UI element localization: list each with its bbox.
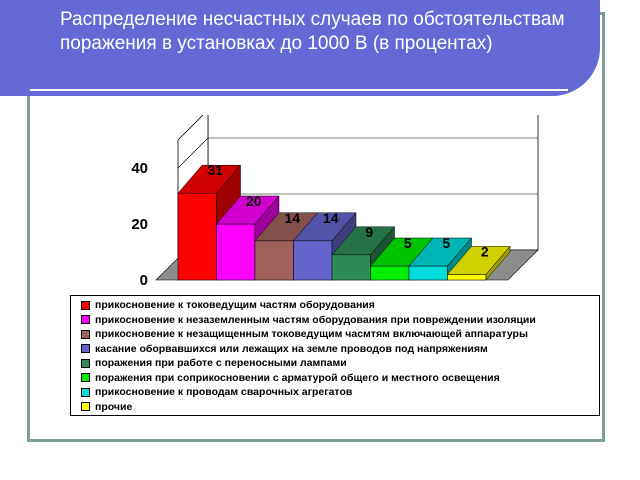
slide-title: Распределение несчастных случаев по обст… bbox=[60, 9, 565, 54]
data-label: 14 bbox=[323, 210, 339, 226]
chart-legend: прикосновение к токоведущим частям обору… bbox=[70, 295, 600, 416]
title-banner: Распределение несчастных случаев по обст… bbox=[0, 0, 600, 96]
legend-swatch bbox=[81, 300, 90, 310]
legend-label: прикосновение к проводам сварочных агрег… bbox=[95, 386, 353, 399]
title-underline bbox=[30, 89, 568, 91]
legend-item: прикосновение к токоведущим частям обору… bbox=[81, 298, 599, 313]
legend-swatch bbox=[81, 373, 90, 383]
bar-side bbox=[485, 245, 511, 281]
bar-front bbox=[447, 274, 487, 281]
legend-swatch bbox=[81, 315, 90, 325]
bar-front bbox=[177, 192, 217, 281]
bar-front bbox=[254, 240, 294, 281]
legend-label: поражения при соприкосновении с арматуро… bbox=[95, 371, 500, 384]
bar-front bbox=[293, 240, 333, 281]
chart-area: 0 20 40 31 20 14 14 9 5 5 2 bbox=[55, 115, 600, 295]
data-label: 9 bbox=[365, 224, 373, 240]
bar-chart: 0 20 40 31 20 14 14 9 5 5 2 bbox=[131, 115, 539, 289]
bar-front bbox=[370, 265, 410, 281]
y-tick-label: 40 bbox=[131, 160, 148, 177]
legend-label: прикосновение к токоведущим частям обору… bbox=[95, 299, 375, 312]
bar-front bbox=[408, 265, 448, 281]
legend-swatch bbox=[81, 358, 90, 368]
legend-item: прикосновение к проводам сварочных агрег… bbox=[81, 385, 599, 400]
legend-item: поражения при соприкосновении с арматуро… bbox=[81, 371, 599, 386]
legend-label: прикосновение к незащищенным токоведущим… bbox=[95, 328, 528, 341]
data-label: 20 bbox=[246, 193, 262, 209]
chart-gridline bbox=[177, 137, 209, 169]
y-tick-label: 0 bbox=[140, 272, 148, 289]
data-label: 2 bbox=[481, 243, 489, 259]
y-tick-label: 20 bbox=[131, 216, 148, 233]
legend-swatch bbox=[81, 329, 90, 339]
legend-label: касание оборвавшихся или лежащих на земл… bbox=[95, 342, 488, 355]
legend-label: прочие bbox=[95, 400, 133, 413]
bar-front bbox=[331, 254, 371, 281]
legend-swatch bbox=[81, 402, 90, 412]
data-label: 31 bbox=[207, 162, 223, 178]
data-label: 5 bbox=[442, 235, 450, 251]
legend-item: касание оборвавшихся или лежащих на земл… bbox=[81, 342, 599, 357]
legend-item: прикосновение к незащищенным токоведущим… bbox=[81, 327, 599, 342]
legend-item: прикосновение к незаземленным частям обо… bbox=[81, 313, 599, 328]
legend-swatch bbox=[81, 387, 90, 397]
bar-front bbox=[216, 223, 256, 281]
legend-label: поражения при работе с переносными лампа… bbox=[95, 357, 347, 370]
legend-label: прикосновение к незаземленным частям обо… bbox=[95, 313, 536, 326]
legend-item: поражения при работе с переносными лампа… bbox=[81, 356, 599, 371]
legend-item: прочие bbox=[81, 400, 599, 415]
data-label: 5 bbox=[404, 235, 412, 251]
legend-swatch bbox=[81, 344, 90, 354]
data-label: 14 bbox=[284, 210, 300, 226]
